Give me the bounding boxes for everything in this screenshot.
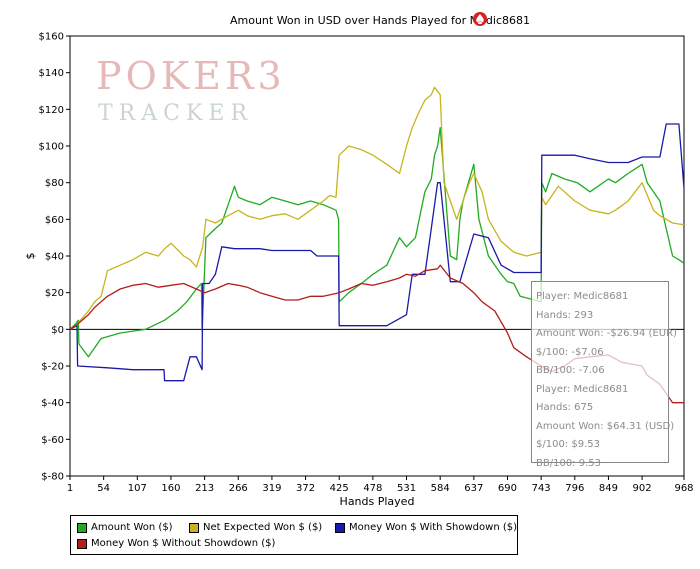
legend: Amount Won ($) Net Expected Won $ ($) Mo…: [70, 515, 518, 555]
y-tick-label: $160: [39, 32, 64, 43]
y-tick-label: $40: [45, 252, 64, 263]
x-tick-label: 584: [431, 483, 450, 494]
tooltip-line: Player: Medic8681: [536, 291, 629, 302]
y-axis-label: $: [24, 253, 37, 260]
tooltip-line: $/100: -$7.06: [536, 346, 604, 358]
tooltip-line: BB/100: -7.06: [536, 365, 605, 376]
chart-title: Amount Won in USD over Hands Played for …: [230, 14, 530, 27]
y-tick-label: $-40: [41, 398, 64, 409]
legend-swatch: [189, 522, 199, 533]
y-tick-label: $60: [45, 215, 64, 226]
watermark-logo-line2: TRACKER: [98, 101, 253, 126]
x-tick-label: 160: [161, 483, 180, 494]
tooltip-line: Player: Medic8681: [536, 383, 629, 395]
x-tick-label: 902: [633, 483, 652, 494]
x-tick-label: 319: [262, 483, 281, 494]
x-tick-label: 968: [674, 483, 693, 494]
x-tick-label: 213: [195, 483, 214, 494]
y-tick-label: $20: [45, 288, 64, 299]
legend-label: Money Won $ Without Showdown ($): [91, 538, 276, 549]
spade-icon: [473, 12, 487, 26]
x-tick-label: 54: [97, 483, 110, 494]
legend-swatch: [335, 522, 345, 533]
y-tick-label: $120: [39, 105, 64, 116]
x-tick-label: 796: [565, 483, 584, 494]
x-tick-label: 531: [397, 483, 416, 494]
tooltip-line: Amount Won: -$26.94 (EUR): [536, 328, 677, 339]
series-line-money-won-with-showdown[interactable]: [69, 123, 685, 382]
legend-label: Net Expected Won $ ($): [203, 522, 323, 533]
x-tick-label: 743: [532, 483, 551, 494]
y-tick-label: $-20: [41, 362, 64, 373]
x-tick-label: 849: [599, 483, 618, 494]
legend-swatch: [77, 522, 87, 533]
y-tick-label: $100: [39, 142, 64, 153]
series-line-amount-won[interactable]: [69, 127, 685, 358]
series-line-net-expected-won[interactable]: [69, 86, 685, 330]
tooltip-line: BB/100: 9.53: [536, 457, 601, 469]
x-tick-label: 690: [498, 483, 517, 494]
y-tick-label: $80: [45, 178, 64, 189]
tooltip-line: Amount Won: $64.31 (USD): [536, 420, 675, 432]
legend-swatch: [77, 538, 87, 549]
tooltip-line: Hands: 675: [536, 402, 594, 413]
legend-item-with-showdown[interactable]: Money Won $ With Showdown ($): [335, 522, 517, 533]
legend-item-net-expected-won[interactable]: Net Expected Won $ ($): [189, 522, 322, 533]
x-tick-label: 637: [464, 483, 483, 494]
legend-label: Money Won $ With Showdown ($): [349, 522, 518, 533]
tooltip-line: Hands: 293: [536, 309, 594, 321]
legend-item-without-showdown[interactable]: Money Won $ Without Showdown ($): [77, 538, 275, 549]
x-tick-label: 372: [296, 483, 315, 494]
x-tick-label: 478: [363, 483, 382, 494]
y-tick-label: $-60: [41, 435, 64, 446]
legend-label: Amount Won ($): [91, 522, 173, 533]
y-tick-label: $140: [39, 68, 64, 79]
x-tick-label: 1: [67, 483, 73, 494]
y-tick-label: $-80: [41, 472, 64, 483]
x-axis-label: Hands Played: [340, 495, 415, 508]
y-tick-label: $0: [51, 325, 64, 336]
x-tick-label: 107: [128, 483, 147, 494]
tooltip-line: $/100: $9.53: [536, 439, 600, 450]
x-tick-label: 266: [229, 483, 248, 494]
watermark-logo-line1: POKER3: [96, 54, 286, 98]
hover-tooltip: Player: Medic8681 Hands: 293 Amount Won:…: [531, 281, 677, 469]
poker-tracker-watermark: POKER3 TRACKER: [96, 54, 286, 126]
x-tick-label: 425: [330, 483, 349, 494]
legend-item-amount-won[interactable]: Amount Won ($): [77, 522, 173, 533]
